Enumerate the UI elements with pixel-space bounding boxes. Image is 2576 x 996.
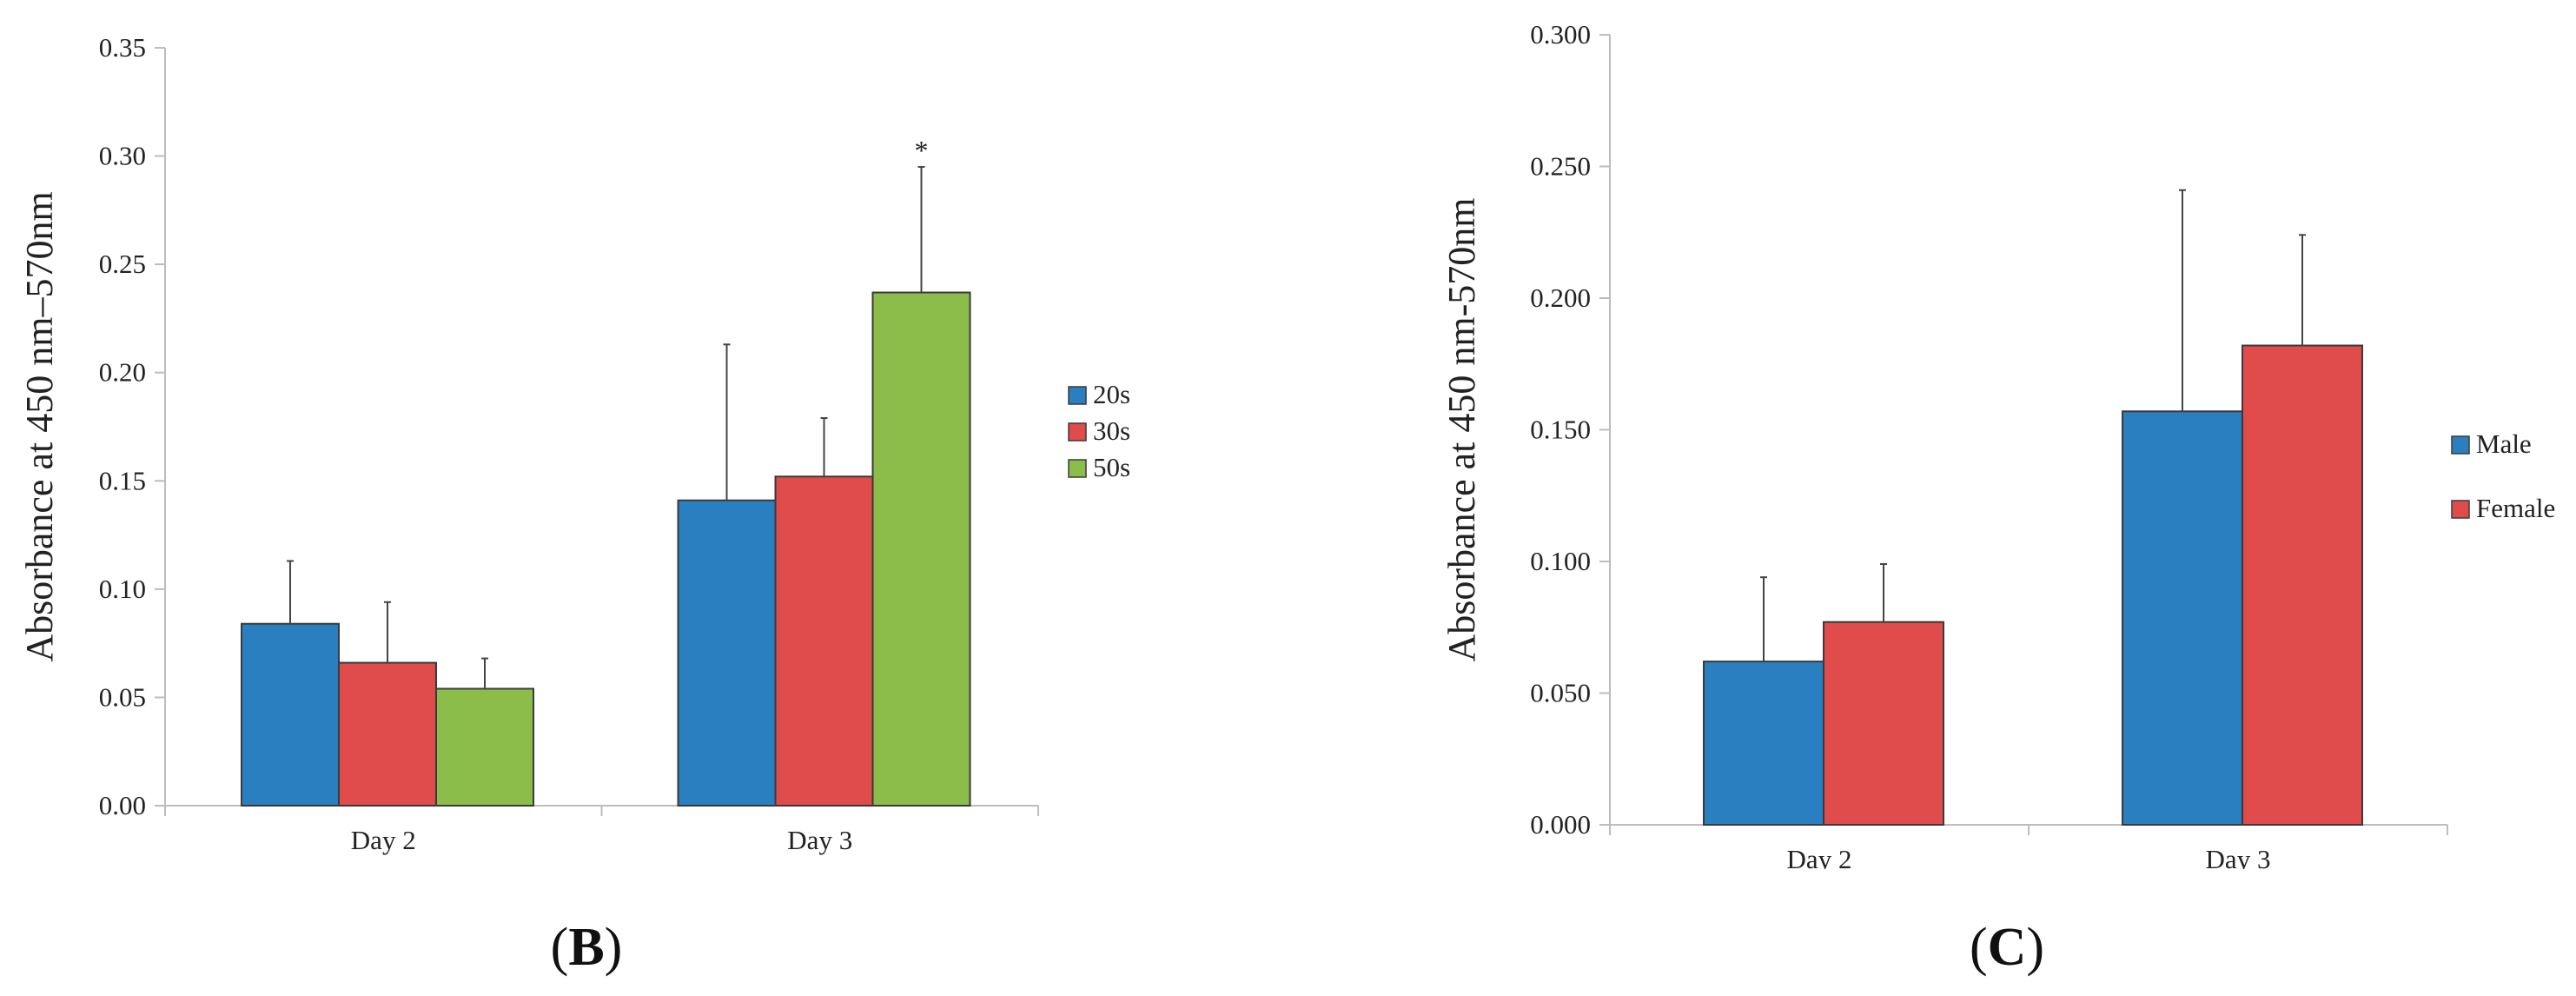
y-tick-label: 0.15	[99, 465, 146, 495]
y-tick-label: 0.10	[99, 574, 146, 604]
y-tick-label: 0.00	[99, 790, 146, 820]
y-axis-label: Absorbance at 450 nm–570nm	[18, 191, 61, 661]
y-tick-label: 0.05	[99, 681, 146, 712]
legend-swatch	[1068, 386, 1087, 405]
y-tick-label: 0.100	[1530, 546, 1591, 576]
y-axis-label: Absorbance at 450 nm-570nm	[1440, 198, 1483, 662]
legend-label: 20s	[1093, 379, 1130, 409]
bar	[871, 291, 971, 807]
y-tick-label: 0.30	[99, 141, 146, 171]
x-tick-label: Day 3	[2206, 844, 2271, 869]
y-tick-label: 0.35	[99, 32, 146, 63]
bar	[2242, 344, 2363, 827]
y-tick-label: 0.150	[1530, 415, 1591, 445]
chart-c: 0.000 0.050 0.100 0.150 0.200 0.250 0.300 Day 2…	[1440, 19, 2555, 869]
bar	[677, 499, 777, 807]
y-tick-label: 0.25	[99, 249, 146, 279]
bar	[338, 661, 437, 807]
legend-swatch	[1068, 459, 1087, 478]
panel-label-b: (B)	[550, 918, 623, 977]
legend-swatch	[1068, 422, 1087, 442]
legend-label: 50s	[1093, 452, 1130, 482]
legend-label: Male	[2476, 428, 2532, 459]
bar	[774, 475, 874, 807]
legend-swatch	[2451, 500, 2470, 519]
y-tick-label: 0.300	[1530, 19, 1591, 50]
bar	[435, 687, 534, 807]
bar	[241, 622, 340, 807]
bar	[2122, 410, 2243, 826]
x-tick-label: Day 2	[1787, 844, 1852, 869]
y-tick-label: 0.000	[1530, 809, 1591, 840]
significance-marker: *	[915, 135, 929, 166]
y-tick-label: 0.200	[1530, 282, 1591, 313]
panel-label-c: (C)	[1969, 918, 2045, 977]
y-tick-label: 0.050	[1530, 678, 1591, 708]
y-tick-label: 0.20	[99, 357, 146, 388]
legend-swatch	[2451, 435, 2470, 455]
y-tick-label: 0.250	[1530, 151, 1591, 182]
chart-b: 0.00 0.05 0.10 0.15 0.20 0.25 0.30 0.35 Day 2 Day…	[18, 32, 1130, 855]
legend-label: 30s	[1093, 415, 1130, 446]
x-tick-label: Day 2	[351, 825, 416, 855]
bar	[1823, 621, 1944, 826]
legend-label: Female	[2476, 493, 2555, 523]
bar	[1703, 661, 1824, 827]
x-tick-label: Day 3	[787, 825, 852, 855]
